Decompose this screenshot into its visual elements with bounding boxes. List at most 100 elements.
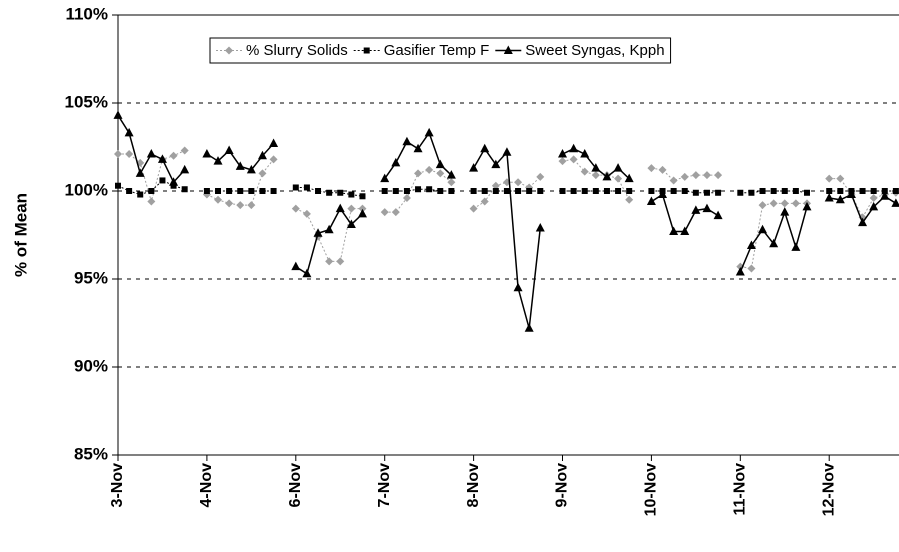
point [202, 149, 212, 158]
point [358, 204, 367, 213]
point [181, 186, 188, 193]
point [137, 191, 144, 198]
point [670, 188, 677, 194]
point [146, 149, 156, 158]
point [503, 188, 510, 194]
point [870, 188, 877, 194]
point [780, 199, 789, 208]
point [337, 189, 344, 196]
point [425, 165, 434, 174]
point [746, 240, 756, 250]
point [825, 174, 834, 183]
point [237, 188, 244, 194]
point [592, 188, 599, 194]
point [748, 189, 755, 196]
point [680, 226, 690, 235]
y-tick-label: 100% [65, 180, 108, 199]
point [115, 182, 121, 189]
point [824, 193, 834, 202]
point [292, 184, 299, 191]
y-axis-label: % of Mean [11, 193, 30, 277]
point [424, 127, 434, 137]
point [124, 127, 134, 137]
x-tick-label: 9-Nov [554, 463, 571, 508]
point [580, 167, 589, 176]
point [758, 224, 768, 234]
point [626, 188, 633, 194]
point [559, 188, 566, 194]
point [513, 282, 523, 292]
point [715, 189, 722, 196]
point [335, 203, 345, 213]
point [569, 155, 578, 164]
y-tick-label: 95% [74, 268, 108, 287]
y-tick-label: 90% [74, 356, 108, 375]
point [215, 188, 222, 194]
point [770, 188, 777, 194]
point [159, 177, 166, 184]
point [858, 217, 868, 227]
series-line [118, 150, 896, 270]
point [302, 209, 311, 218]
point [591, 163, 601, 172]
point [391, 157, 401, 167]
point [714, 171, 723, 180]
point [624, 173, 634, 183]
point [737, 189, 744, 196]
point [647, 164, 656, 173]
x-tick-label: 6-Nov [287, 463, 304, 508]
point [680, 172, 689, 181]
point [381, 188, 388, 194]
point [781, 188, 788, 194]
point [225, 199, 234, 208]
point [769, 199, 778, 208]
y-tick-label: 110% [65, 4, 108, 23]
point [791, 199, 800, 208]
point [758, 201, 767, 210]
x-tick-label: 12-Nov [820, 463, 837, 516]
point [380, 173, 390, 183]
point [225, 46, 233, 55]
point [169, 177, 179, 186]
point [180, 164, 190, 174]
point [835, 194, 845, 204]
point [114, 150, 122, 159]
point [625, 195, 634, 204]
point [214, 195, 223, 204]
legend-label: Sweet Syngas, Kpph [525, 42, 664, 59]
point [859, 188, 866, 194]
point [291, 261, 301, 271]
point [469, 163, 479, 172]
legend-box [209, 37, 672, 64]
point [248, 188, 255, 194]
point [669, 226, 679, 235]
point [259, 188, 266, 194]
point [357, 208, 367, 218]
point [326, 189, 333, 196]
point [515, 188, 522, 194]
point [837, 188, 844, 194]
point [302, 268, 312, 278]
point [125, 150, 134, 159]
point [313, 228, 323, 237]
point [380, 208, 389, 217]
point [470, 188, 477, 194]
point [603, 188, 610, 194]
point [448, 188, 455, 194]
point [681, 188, 688, 194]
point [492, 188, 499, 194]
x-tick-label: 10-Nov [643, 463, 660, 516]
point [615, 188, 622, 194]
x-tick-label: 3-Nov [109, 463, 126, 508]
x-tick-label: 7-Nov [376, 463, 393, 508]
point [802, 201, 812, 211]
point [524, 323, 534, 332]
point [170, 182, 177, 189]
point [759, 188, 766, 194]
point [692, 189, 699, 196]
point [126, 188, 133, 194]
point [591, 171, 600, 180]
point [157, 154, 167, 163]
point [836, 174, 845, 183]
point [491, 159, 501, 169]
